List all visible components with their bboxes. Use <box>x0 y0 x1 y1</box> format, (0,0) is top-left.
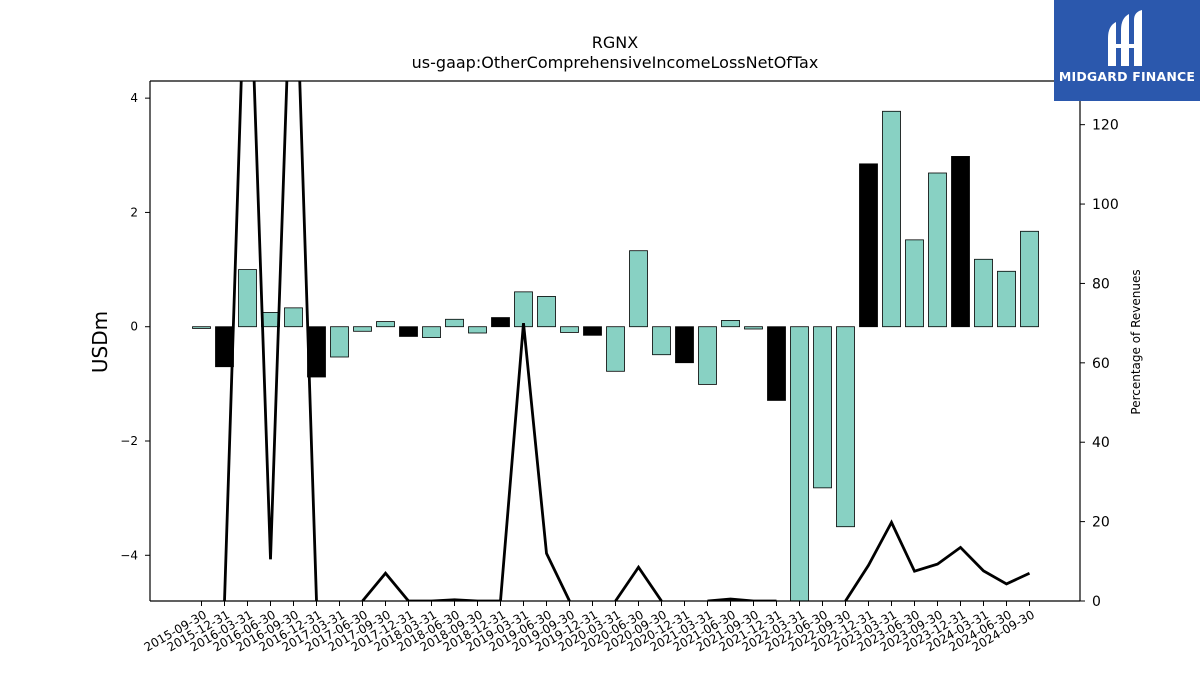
bar <box>330 326 349 358</box>
bar <box>675 326 694 364</box>
y-tick-label: −2 <box>120 434 138 448</box>
line-series <box>707 597 777 601</box>
bar <box>767 326 786 401</box>
y2-axis-label: Percentage of Revenues <box>1129 269 1143 414</box>
y2-tick-label: 80 <box>1092 276 1110 292</box>
bar <box>445 318 464 328</box>
bar <box>652 326 671 356</box>
bar <box>491 317 510 328</box>
chart-subtitle: us-gaap:OtherComprehensiveIncomeLossNetO… <box>412 53 819 72</box>
bar <box>882 110 901 328</box>
bar <box>974 258 993 328</box>
line-series <box>223 81 318 601</box>
brand-logo-text: MIDGARD FINANCE <box>1058 69 1196 84</box>
bar <box>261 312 280 328</box>
y2-tick-label: 0 <box>1092 594 1101 610</box>
bar <box>629 250 648 328</box>
y2-tick-label: 60 <box>1092 356 1110 372</box>
bar <box>698 326 717 385</box>
bar <box>859 163 878 328</box>
bar <box>468 326 487 334</box>
bar <box>514 291 533 328</box>
bar <box>1020 230 1039 328</box>
brand-logo: MIDGARD FINANCE <box>1054 0 1200 101</box>
bar <box>376 321 395 328</box>
y-tick-label: 2 <box>130 205 138 219</box>
bar <box>928 172 947 328</box>
y-tick-label: 4 <box>130 91 138 105</box>
line-series <box>614 564 663 601</box>
bar <box>813 326 832 489</box>
bar <box>215 326 234 368</box>
line-series <box>361 322 571 601</box>
bar <box>399 326 418 337</box>
bar <box>744 326 763 330</box>
y-axis-label: USDm <box>88 311 112 373</box>
chart-title: RGNX <box>592 33 638 52</box>
bar <box>721 320 740 328</box>
bar <box>192 326 211 329</box>
bar <box>836 326 855 528</box>
bar <box>606 326 625 372</box>
y2-tick-label: 120 <box>1092 118 1119 134</box>
bar <box>560 326 579 333</box>
bar <box>905 239 924 328</box>
bar <box>284 307 303 328</box>
bar <box>537 296 556 328</box>
bar <box>951 156 970 328</box>
line-series <box>844 519 1031 601</box>
y2-tick-label: 20 <box>1092 515 1110 531</box>
y-tick-label: −4 <box>120 548 138 562</box>
bar <box>238 269 257 328</box>
bar <box>422 326 441 338</box>
bar <box>353 326 372 332</box>
y2-tick-label: 100 <box>1092 197 1119 213</box>
y2-tick-label: 40 <box>1092 435 1110 451</box>
bar <box>997 270 1016 328</box>
bar <box>790 326 809 601</box>
midgard-logo-icon <box>1108 10 1142 66</box>
bar <box>583 326 602 336</box>
y-tick-label: 0 <box>130 320 138 334</box>
